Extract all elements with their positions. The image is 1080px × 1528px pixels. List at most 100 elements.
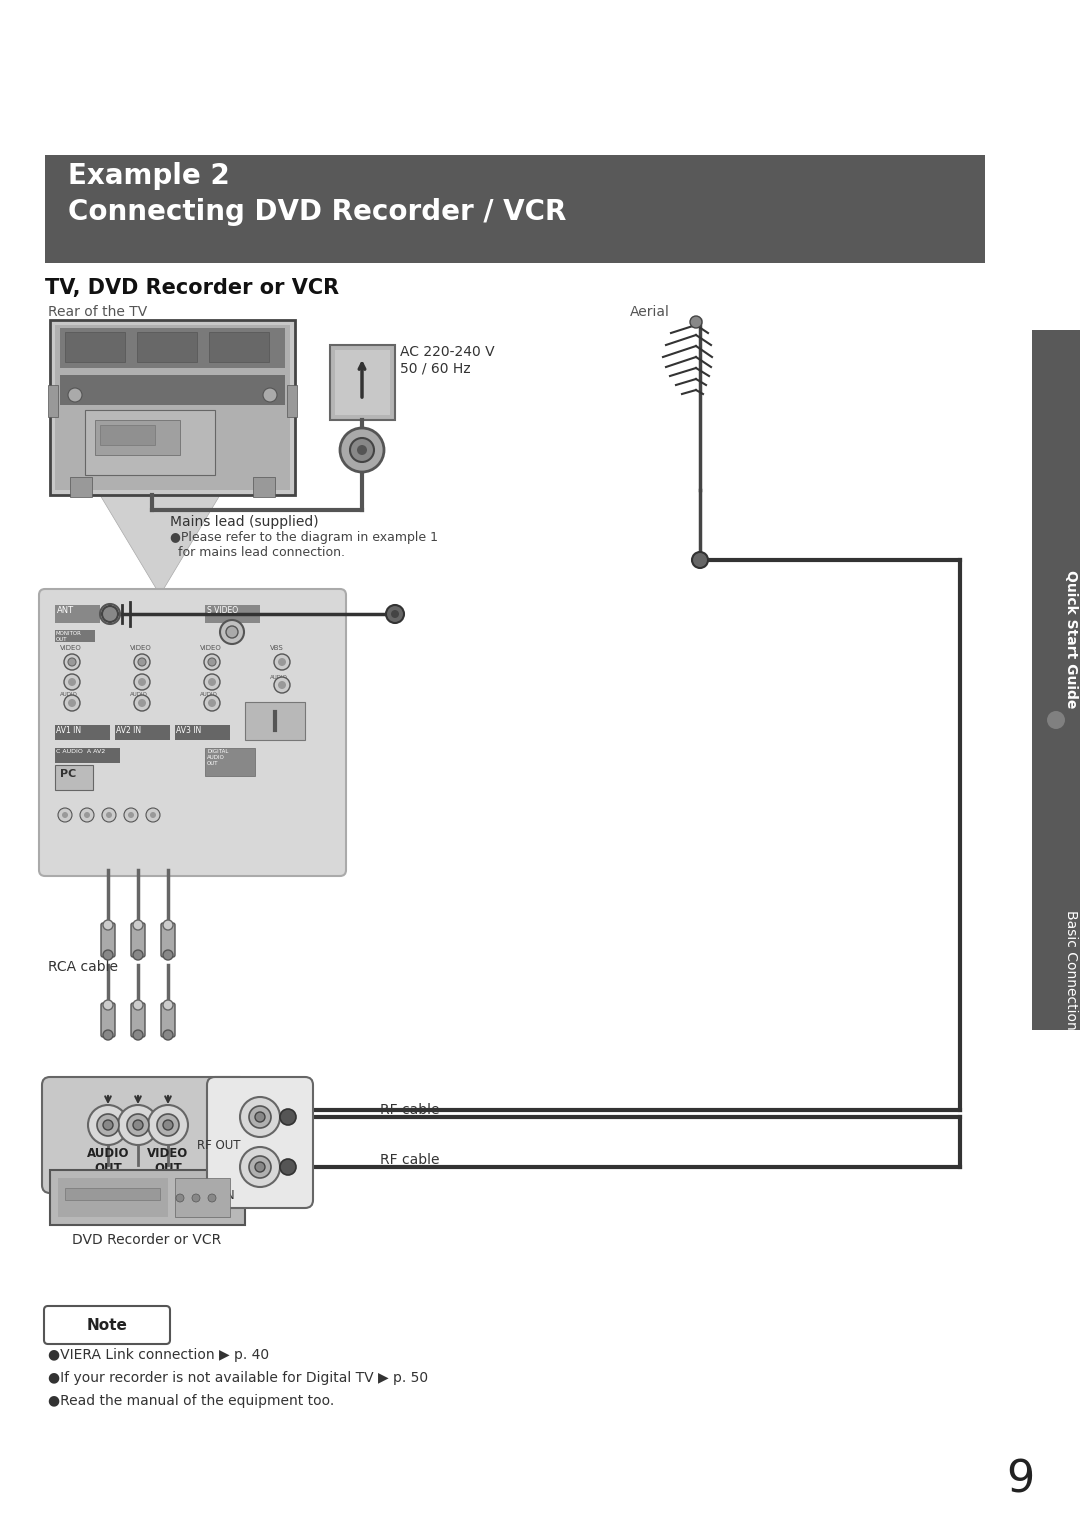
- Circle shape: [255, 1161, 265, 1172]
- Circle shape: [1047, 711, 1065, 729]
- Bar: [114, 724, 170, 740]
- Bar: [65, 1187, 160, 1199]
- Circle shape: [220, 620, 244, 643]
- Bar: [95, 420, 180, 455]
- Bar: [55, 605, 100, 623]
- Circle shape: [133, 950, 143, 960]
- Circle shape: [249, 1157, 271, 1178]
- Text: Connecting DVD Recorder / VCR: Connecting DVD Recorder / VCR: [68, 199, 566, 226]
- Circle shape: [87, 1105, 129, 1144]
- Circle shape: [249, 1106, 271, 1128]
- Text: Quick Start Guide: Quick Start Guide: [1064, 570, 1078, 709]
- FancyBboxPatch shape: [161, 1002, 175, 1038]
- Circle shape: [133, 1030, 143, 1041]
- Text: AUDIO
OUT: AUDIO OUT: [86, 1148, 130, 1175]
- Circle shape: [68, 659, 76, 666]
- Bar: [175, 1178, 230, 1216]
- Circle shape: [240, 1097, 280, 1137]
- Bar: [65, 332, 125, 362]
- Text: AUDIO: AUDIO: [60, 692, 78, 697]
- FancyBboxPatch shape: [102, 923, 114, 957]
- Text: ●Please refer to the diagram in example 1
  for mains lead connection.: ●Please refer to the diagram in example …: [170, 532, 438, 559]
- Text: VBS: VBS: [270, 645, 284, 651]
- Circle shape: [690, 316, 702, 329]
- Circle shape: [150, 811, 156, 817]
- Circle shape: [138, 678, 146, 686]
- Circle shape: [163, 920, 173, 931]
- Circle shape: [68, 698, 76, 707]
- Text: VIDEO: VIDEO: [130, 645, 152, 651]
- Circle shape: [274, 677, 291, 694]
- Circle shape: [64, 695, 80, 711]
- FancyBboxPatch shape: [102, 1002, 114, 1038]
- Bar: [85, 410, 215, 475]
- Circle shape: [204, 695, 220, 711]
- Bar: [210, 332, 269, 362]
- Text: ●Read the manual of the equipment too.: ●Read the manual of the equipment too.: [48, 1394, 334, 1407]
- Text: RF IN: RF IN: [204, 1189, 234, 1203]
- Circle shape: [208, 659, 216, 666]
- Text: VIDEO: VIDEO: [60, 645, 82, 651]
- Text: VIDEO
OUT: VIDEO OUT: [147, 1148, 189, 1175]
- Bar: [175, 724, 230, 740]
- Circle shape: [103, 950, 113, 960]
- Circle shape: [340, 428, 384, 472]
- Circle shape: [391, 610, 399, 617]
- Bar: [253, 477, 275, 497]
- FancyBboxPatch shape: [131, 1002, 145, 1038]
- Bar: [205, 605, 260, 623]
- Circle shape: [62, 811, 68, 817]
- Circle shape: [280, 1109, 296, 1125]
- Circle shape: [103, 1030, 113, 1041]
- Circle shape: [129, 811, 134, 817]
- Bar: [45, 154, 985, 263]
- Bar: [55, 630, 95, 642]
- Text: AC 220-240 V
50 / 60 Hz: AC 220-240 V 50 / 60 Hz: [400, 345, 495, 376]
- Text: RF cable: RF cable: [380, 1154, 440, 1167]
- Circle shape: [278, 681, 286, 689]
- Circle shape: [64, 654, 80, 669]
- Circle shape: [208, 698, 216, 707]
- Circle shape: [58, 808, 72, 822]
- Bar: [100, 425, 156, 445]
- Circle shape: [103, 999, 113, 1010]
- Bar: [70, 477, 92, 497]
- Text: Example 2: Example 2: [68, 162, 230, 189]
- FancyBboxPatch shape: [131, 923, 145, 957]
- Text: AUDIO: AUDIO: [270, 675, 288, 680]
- Bar: [55, 325, 291, 490]
- Bar: [205, 749, 255, 776]
- Text: PC: PC: [60, 769, 77, 779]
- Circle shape: [102, 607, 118, 622]
- Circle shape: [208, 678, 216, 686]
- Circle shape: [105, 610, 114, 619]
- FancyBboxPatch shape: [42, 1077, 248, 1193]
- Circle shape: [103, 920, 113, 931]
- Bar: [1032, 330, 1080, 1030]
- Bar: [137, 332, 197, 362]
- Text: RF OUT: RF OUT: [198, 1138, 241, 1152]
- FancyBboxPatch shape: [39, 588, 346, 876]
- Circle shape: [133, 920, 143, 931]
- Text: RCA cable: RCA cable: [48, 960, 118, 973]
- Circle shape: [204, 654, 220, 669]
- Circle shape: [138, 698, 146, 707]
- Text: TV, DVD Recorder or VCR: TV, DVD Recorder or VCR: [45, 278, 339, 298]
- Circle shape: [134, 674, 150, 691]
- Bar: [48, 385, 58, 417]
- Text: AV2 IN: AV2 IN: [116, 726, 141, 735]
- Text: RF cable: RF cable: [380, 1103, 440, 1117]
- Circle shape: [386, 605, 404, 623]
- Bar: [335, 350, 390, 416]
- FancyBboxPatch shape: [44, 1306, 170, 1345]
- Circle shape: [163, 999, 173, 1010]
- Text: DIGITAL
AUDIO
OUT: DIGITAL AUDIO OUT: [207, 749, 228, 766]
- Circle shape: [692, 552, 708, 568]
- Circle shape: [102, 808, 116, 822]
- Circle shape: [97, 1114, 119, 1135]
- Bar: [55, 749, 120, 762]
- Text: C AUDIO  A AV2: C AUDIO A AV2: [56, 749, 105, 753]
- Bar: [287, 385, 297, 417]
- Text: Basic Connection: Basic Connection: [1064, 911, 1078, 1030]
- Circle shape: [133, 999, 143, 1010]
